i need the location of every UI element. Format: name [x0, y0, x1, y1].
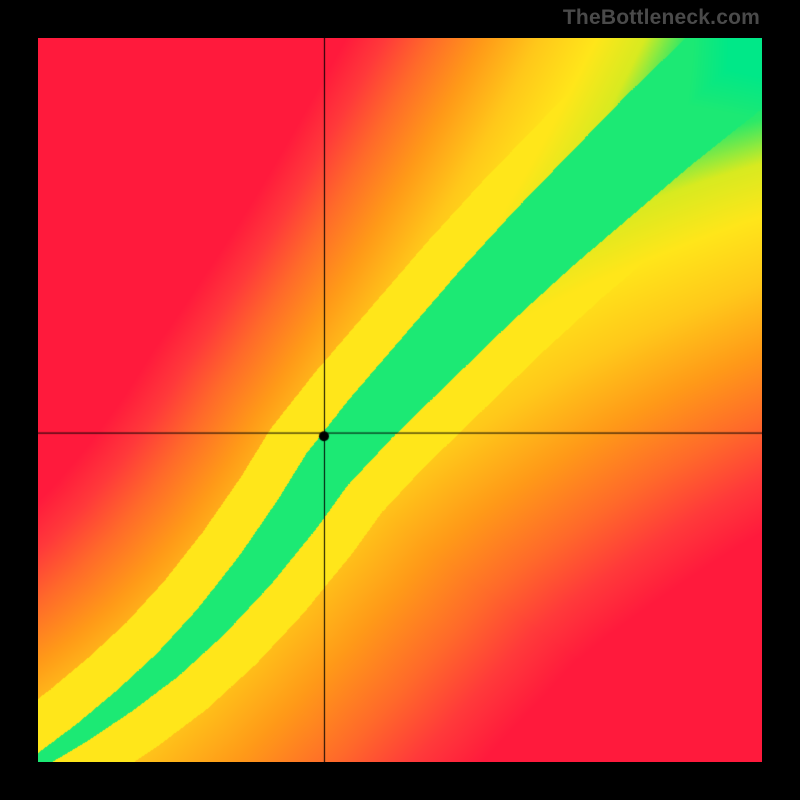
plot-area	[38, 38, 762, 762]
heatmap-canvas	[38, 38, 762, 762]
watermark-text: TheBottleneck.com	[563, 6, 760, 30]
figure-container: TheBottleneck.com	[0, 0, 800, 800]
